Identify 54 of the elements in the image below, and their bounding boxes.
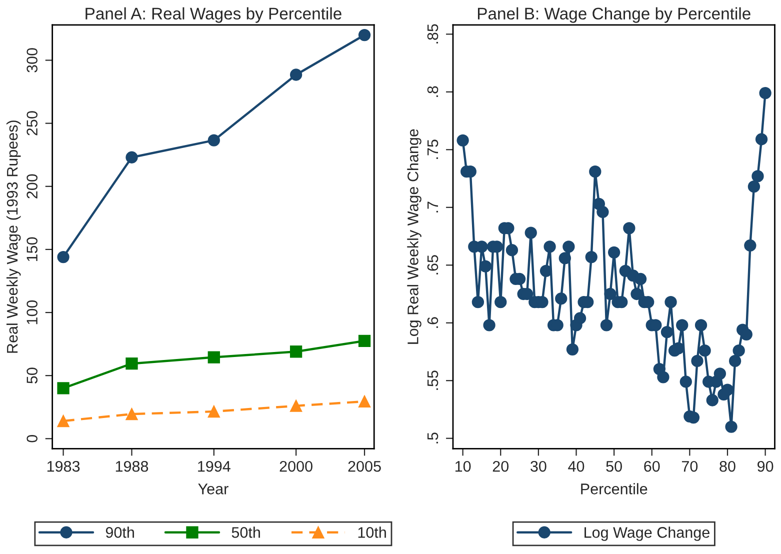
x-axis-title: Year <box>198 484 228 494</box>
x-tick-label: 2000 <box>280 460 312 472</box>
point <box>290 346 302 358</box>
point <box>57 382 70 394</box>
point <box>126 151 138 164</box>
point <box>57 250 70 264</box>
y-tick-label: .75 <box>427 140 438 159</box>
y-tick-label: 0 <box>26 435 38 442</box>
point <box>358 395 371 408</box>
x-tick-label: 40 <box>568 460 584 472</box>
y-tick-label: .65 <box>427 255 438 274</box>
y-tick-label: .6 <box>427 317 438 328</box>
y-axis-title: Log Real Weekly Wage Change <box>407 129 422 344</box>
y-tick-label: 50 <box>26 368 38 384</box>
y-tick-label: .5 <box>427 432 438 444</box>
point <box>358 28 371 42</box>
x-tick-label: 90 <box>758 460 774 472</box>
x-axis-title: Percentile <box>581 483 648 494</box>
point <box>290 400 302 412</box>
x-tick-label: 10 <box>455 460 471 472</box>
y-tick-label: 200 <box>26 174 38 198</box>
point <box>208 405 220 418</box>
y-tick-label: 250 <box>26 111 38 136</box>
y-axis-title: Real Weekly Wage (1993 Rupees) <box>6 120 21 353</box>
point <box>57 414 70 428</box>
x-tick-label: 1994 <box>198 460 230 472</box>
y-tick-label: .85 <box>427 24 438 44</box>
x-tick-label: 80 <box>720 460 736 472</box>
x-tick-label: 30 <box>530 460 546 472</box>
point <box>126 358 138 370</box>
x-tick-label: 20 <box>492 460 509 472</box>
y-tick-label: .8 <box>427 86 438 97</box>
legend-label: 10th <box>358 526 386 538</box>
x-tick-label: 2005 <box>348 460 381 472</box>
y-tick-label: 300 <box>26 48 38 72</box>
x-tick-label: 70 <box>682 460 698 472</box>
point <box>358 334 371 347</box>
point <box>208 351 220 364</box>
legend-label: 90th <box>106 526 134 538</box>
x-tick-label: 1983 <box>47 460 80 472</box>
chart-title: Panel B: Wage Change by Percentile <box>478 7 750 23</box>
x-tick-label: 50 <box>606 460 622 472</box>
point <box>126 408 138 420</box>
y-tick-label: .7 <box>427 202 438 212</box>
y-tick-label: 150 <box>26 237 38 262</box>
x-tick-label: 1988 <box>116 460 148 472</box>
legend-label: 50th <box>232 526 260 538</box>
x-tick-label: 60 <box>644 460 660 472</box>
legend-label: Log Wage Change <box>584 526 710 541</box>
point <box>208 134 220 146</box>
y-tick-label: 100 <box>26 300 38 324</box>
y-tick-label: .55 <box>427 370 438 390</box>
chart-title: Panel A: Real Wages by Percentile <box>86 7 342 23</box>
point <box>290 68 302 81</box>
